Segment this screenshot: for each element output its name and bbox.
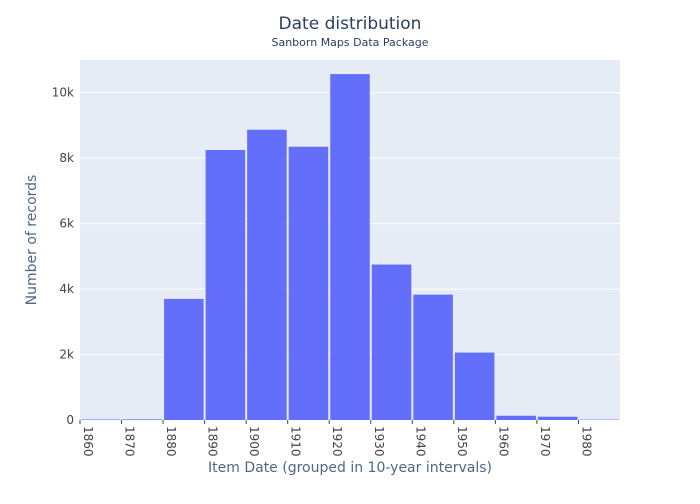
chart-subtitle: Sanborn Maps Data Package [271,36,428,49]
bar-1920 [330,74,370,420]
x-tick-label: 1950 [455,426,469,457]
chart-title: Date distribution [279,14,422,34]
bar-1930 [372,265,412,420]
bar-1950 [455,353,495,420]
bar-1900 [247,130,287,420]
y-tick-label: 10k [52,86,74,100]
y-axis-ticks: 0 2k 4k 6k 8k 10k [52,86,74,427]
x-tick-label: 1880 [164,426,178,457]
bar-1880 [164,299,204,420]
x-tick-label: 1960 [496,426,510,457]
bar-1870 [123,419,163,420]
x-tick-label: 1920 [330,426,344,457]
bar-1890 [206,150,246,420]
y-tick-label: 8k [59,151,74,165]
y-axis-title: Number of records [24,175,40,306]
x-tick-label: 1890 [206,426,220,457]
y-tick-label: 0 [66,413,74,427]
y-tick-label: 2k [59,348,74,362]
y-tick-label: 6k [59,217,74,231]
x-tick-label: 1940 [413,426,427,457]
x-axis-ticks: 1860 1870 1880 1890 1900 1910 1920 1930 1940 1950… [80,420,593,457]
x-tick-label: 1970 [538,426,552,457]
bar-1910 [289,147,329,420]
x-tick-label: 1930 [372,426,386,457]
x-tick-label: 1980 [579,426,593,457]
x-tick-label: 1910 [289,426,303,457]
x-axis-title: Item Date (grouped in 10-year intervals) [208,460,492,476]
x-tick-label: 1870 [123,426,137,457]
x-tick-label: 1900 [247,426,261,457]
y-tick-label: 4k [59,282,74,296]
bar-1960 [496,416,536,420]
bar-1970 [538,417,578,420]
x-tick-label: 1860 [81,426,95,457]
bar-1940 [413,295,453,420]
